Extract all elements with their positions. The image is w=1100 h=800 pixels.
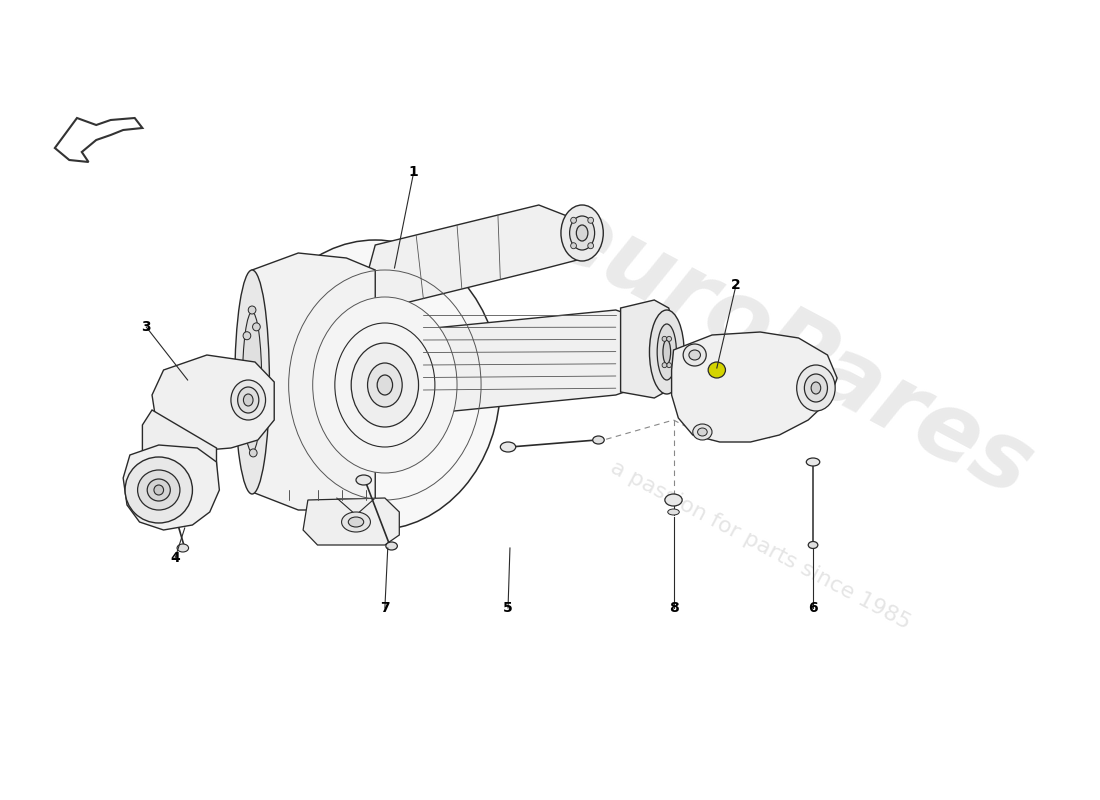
Ellipse shape: [697, 428, 707, 436]
Ellipse shape: [667, 336, 671, 342]
Text: 6: 6: [808, 601, 817, 615]
Polygon shape: [361, 205, 592, 308]
Polygon shape: [252, 253, 375, 510]
Ellipse shape: [244, 433, 252, 441]
Text: 5: 5: [503, 601, 513, 615]
Text: 3: 3: [142, 320, 151, 334]
Ellipse shape: [500, 442, 516, 452]
Ellipse shape: [662, 336, 667, 342]
Ellipse shape: [243, 394, 253, 406]
Ellipse shape: [250, 449, 257, 457]
Ellipse shape: [253, 424, 261, 432]
Text: 7: 7: [381, 601, 389, 615]
Ellipse shape: [255, 378, 263, 386]
Polygon shape: [123, 445, 219, 530]
Ellipse shape: [154, 485, 164, 495]
Ellipse shape: [657, 324, 676, 380]
Ellipse shape: [689, 350, 701, 360]
Polygon shape: [142, 410, 217, 492]
Ellipse shape: [804, 374, 827, 402]
Polygon shape: [304, 498, 399, 545]
Ellipse shape: [349, 517, 364, 527]
Ellipse shape: [351, 343, 418, 427]
Text: 1: 1: [409, 165, 419, 179]
Ellipse shape: [664, 494, 682, 506]
Ellipse shape: [177, 544, 188, 552]
Polygon shape: [672, 332, 837, 442]
Ellipse shape: [234, 270, 270, 494]
Ellipse shape: [342, 512, 371, 532]
Ellipse shape: [576, 225, 587, 241]
Ellipse shape: [593, 436, 604, 444]
Text: a passion for parts since 1985: a passion for parts since 1985: [607, 457, 913, 633]
Polygon shape: [414, 310, 664, 415]
Ellipse shape: [249, 306, 256, 314]
Ellipse shape: [138, 470, 180, 510]
Ellipse shape: [683, 344, 706, 366]
Ellipse shape: [693, 424, 712, 440]
Polygon shape: [55, 118, 142, 162]
Ellipse shape: [250, 240, 500, 530]
Ellipse shape: [667, 362, 671, 368]
Polygon shape: [620, 300, 673, 398]
Ellipse shape: [571, 242, 576, 249]
Ellipse shape: [377, 375, 393, 395]
Ellipse shape: [242, 378, 250, 386]
Ellipse shape: [356, 475, 372, 485]
Text: 2: 2: [732, 278, 741, 292]
Ellipse shape: [367, 363, 403, 407]
Ellipse shape: [811, 382, 821, 394]
Ellipse shape: [570, 216, 595, 250]
Ellipse shape: [238, 387, 258, 413]
Ellipse shape: [231, 380, 265, 420]
Ellipse shape: [796, 365, 835, 411]
Ellipse shape: [571, 218, 576, 223]
Ellipse shape: [253, 323, 261, 331]
Ellipse shape: [147, 479, 170, 501]
Ellipse shape: [587, 218, 594, 223]
Polygon shape: [152, 355, 274, 450]
Ellipse shape: [312, 297, 456, 473]
Ellipse shape: [663, 340, 671, 364]
Ellipse shape: [242, 312, 262, 452]
Ellipse shape: [806, 458, 820, 466]
Ellipse shape: [243, 332, 251, 340]
Ellipse shape: [561, 205, 603, 261]
Ellipse shape: [662, 362, 667, 368]
Ellipse shape: [386, 542, 397, 550]
Text: euroPares: euroPares: [530, 183, 1047, 517]
Ellipse shape: [587, 242, 594, 249]
Text: 4: 4: [170, 551, 180, 565]
Ellipse shape: [668, 509, 680, 515]
Ellipse shape: [649, 310, 684, 394]
Ellipse shape: [708, 362, 726, 378]
Ellipse shape: [125, 457, 192, 523]
Text: 8: 8: [669, 601, 679, 615]
Ellipse shape: [808, 542, 817, 549]
